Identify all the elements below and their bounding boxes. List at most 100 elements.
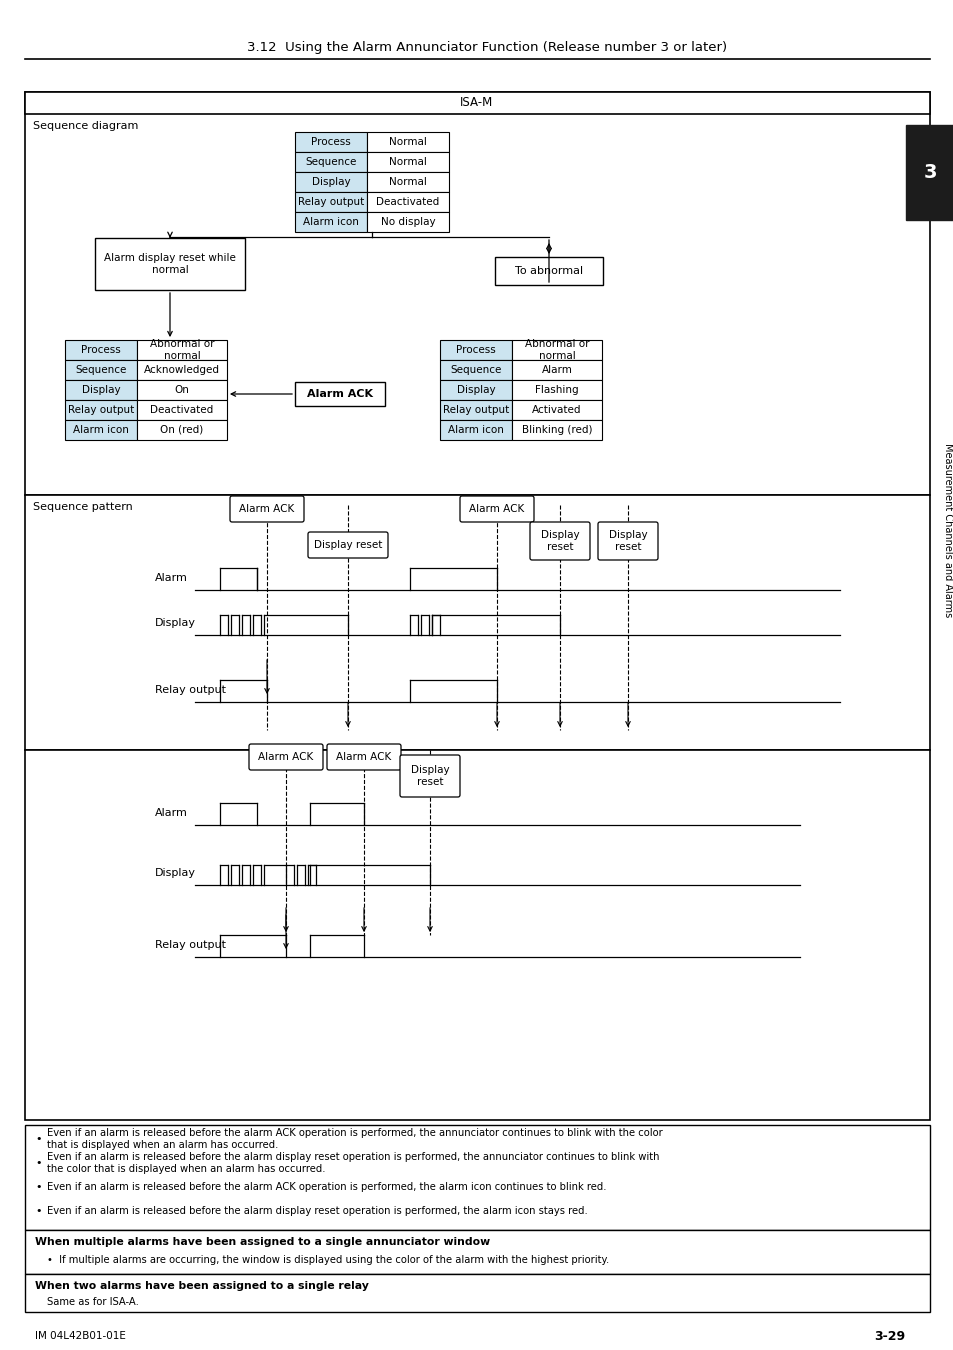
Text: Sequence: Sequence <box>450 364 501 375</box>
Bar <box>294 171 367 192</box>
Bar <box>495 256 602 285</box>
Text: Display
reset: Display reset <box>608 529 647 552</box>
Text: Display
reset: Display reset <box>410 765 449 787</box>
Text: Alarm icon: Alarm icon <box>303 217 358 227</box>
Text: Alarm ACK: Alarm ACK <box>239 504 294 514</box>
Bar <box>294 153 367 171</box>
Bar <box>439 340 512 360</box>
Text: On: On <box>174 385 190 396</box>
Text: Relay output: Relay output <box>297 197 364 207</box>
Bar <box>65 379 137 400</box>
Text: Even if an alarm is released before the alarm display reset operation is perform: Even if an alarm is released before the … <box>47 1206 587 1216</box>
Text: When two alarms have been assigned to a single relay: When two alarms have been assigned to a … <box>35 1281 369 1291</box>
Text: Alarm: Alarm <box>154 572 188 583</box>
Text: Even if an alarm is released before the alarm display reset operation is perform: Even if an alarm is released before the … <box>47 1152 659 1174</box>
Bar <box>512 340 601 360</box>
FancyBboxPatch shape <box>459 495 534 522</box>
Bar <box>367 153 449 171</box>
Text: Normal: Normal <box>389 157 427 167</box>
Text: Display
reset: Display reset <box>540 529 578 552</box>
Bar <box>25 751 929 1120</box>
Bar <box>25 495 929 751</box>
Text: 3: 3 <box>923 163 936 182</box>
Text: Display: Display <box>154 868 195 878</box>
Text: Relay output: Relay output <box>154 940 226 950</box>
Text: Process: Process <box>311 136 351 147</box>
Text: Process: Process <box>456 346 496 355</box>
Text: Alarm display reset while
normal: Alarm display reset while normal <box>104 252 235 275</box>
Bar <box>512 360 601 379</box>
Text: Blinking (red): Blinking (red) <box>521 425 592 435</box>
Bar <box>25 1230 929 1274</box>
Text: 3-29: 3-29 <box>873 1330 904 1342</box>
Text: Process: Process <box>81 346 121 355</box>
Bar <box>512 400 601 420</box>
Bar <box>367 192 449 212</box>
Bar <box>137 340 227 360</box>
FancyBboxPatch shape <box>327 744 400 769</box>
Bar <box>65 340 137 360</box>
Bar <box>905 126 953 220</box>
Text: IM 04L42B01-01E: IM 04L42B01-01E <box>35 1331 126 1341</box>
FancyBboxPatch shape <box>249 744 323 769</box>
Text: Alarm icon: Alarm icon <box>448 425 503 435</box>
FancyBboxPatch shape <box>230 495 304 522</box>
Bar <box>137 360 227 379</box>
Text: No display: No display <box>380 217 435 227</box>
Bar <box>294 382 385 406</box>
Bar <box>25 92 929 495</box>
FancyBboxPatch shape <box>399 755 459 796</box>
Bar <box>367 212 449 232</box>
FancyBboxPatch shape <box>598 522 658 560</box>
Text: Relay output: Relay output <box>68 405 134 414</box>
Text: Deactivated: Deactivated <box>376 197 439 207</box>
Text: Abnormal or
normal: Abnormal or normal <box>150 339 214 362</box>
Text: Deactivated: Deactivated <box>151 405 213 414</box>
Text: Even if an alarm is released before the alarm ACK operation is performed, the an: Even if an alarm is released before the … <box>47 1127 662 1150</box>
Text: •: • <box>35 1206 42 1216</box>
Text: Relay output: Relay output <box>442 405 509 414</box>
Text: When multiple alarms have been assigned to a single annunciator window: When multiple alarms have been assigned … <box>35 1237 490 1247</box>
FancyBboxPatch shape <box>308 532 388 558</box>
Text: To abnormal: To abnormal <box>515 266 582 275</box>
Text: Alarm ACK: Alarm ACK <box>258 752 314 761</box>
Text: •: • <box>35 1134 42 1143</box>
Bar <box>137 379 227 400</box>
Text: •  If multiple alarms are occurring, the window is displayed using the color of : • If multiple alarms are occurring, the … <box>47 1256 609 1265</box>
Text: Display: Display <box>456 385 495 396</box>
Bar <box>25 1125 929 1230</box>
Text: Display: Display <box>154 618 195 628</box>
Text: Normal: Normal <box>389 177 427 188</box>
Bar <box>439 379 512 400</box>
Text: Alarm: Alarm <box>154 809 188 818</box>
Bar <box>439 420 512 440</box>
Text: Alarm ACK: Alarm ACK <box>469 504 524 514</box>
Text: Even if an alarm is released before the alarm ACK operation is performed, the al: Even if an alarm is released before the … <box>47 1183 606 1192</box>
Bar <box>95 238 245 290</box>
Text: Relay output: Relay output <box>154 684 226 695</box>
Text: Display: Display <box>82 385 120 396</box>
Text: Activated: Activated <box>532 405 581 414</box>
Text: Alarm icon: Alarm icon <box>73 425 129 435</box>
Text: On (red): On (red) <box>160 425 203 435</box>
Text: Sequence pattern: Sequence pattern <box>33 502 132 512</box>
Bar <box>294 132 367 153</box>
Bar <box>367 171 449 192</box>
Text: Display: Display <box>312 177 350 188</box>
Text: 3.12  Using the Alarm Annunciator Function (Release number 3 or later): 3.12 Using the Alarm Annunciator Functio… <box>247 42 726 54</box>
Text: Alarm ACK: Alarm ACK <box>336 752 392 761</box>
Bar <box>294 212 367 232</box>
Bar <box>137 420 227 440</box>
Bar <box>439 400 512 420</box>
Text: Sequence: Sequence <box>305 157 356 167</box>
Text: Same as for ISA-A.: Same as for ISA-A. <box>47 1297 139 1307</box>
Text: Alarm ACK: Alarm ACK <box>307 389 373 400</box>
Text: ISA-M: ISA-M <box>460 96 493 109</box>
Text: Abnormal or
normal: Abnormal or normal <box>524 339 589 362</box>
Text: Normal: Normal <box>389 136 427 147</box>
Bar <box>137 400 227 420</box>
Text: Acknowledged: Acknowledged <box>144 364 220 375</box>
Bar <box>25 1274 929 1312</box>
Text: Measurement Channels and Alarms: Measurement Channels and Alarms <box>942 443 952 617</box>
Text: Display reset: Display reset <box>314 540 382 549</box>
